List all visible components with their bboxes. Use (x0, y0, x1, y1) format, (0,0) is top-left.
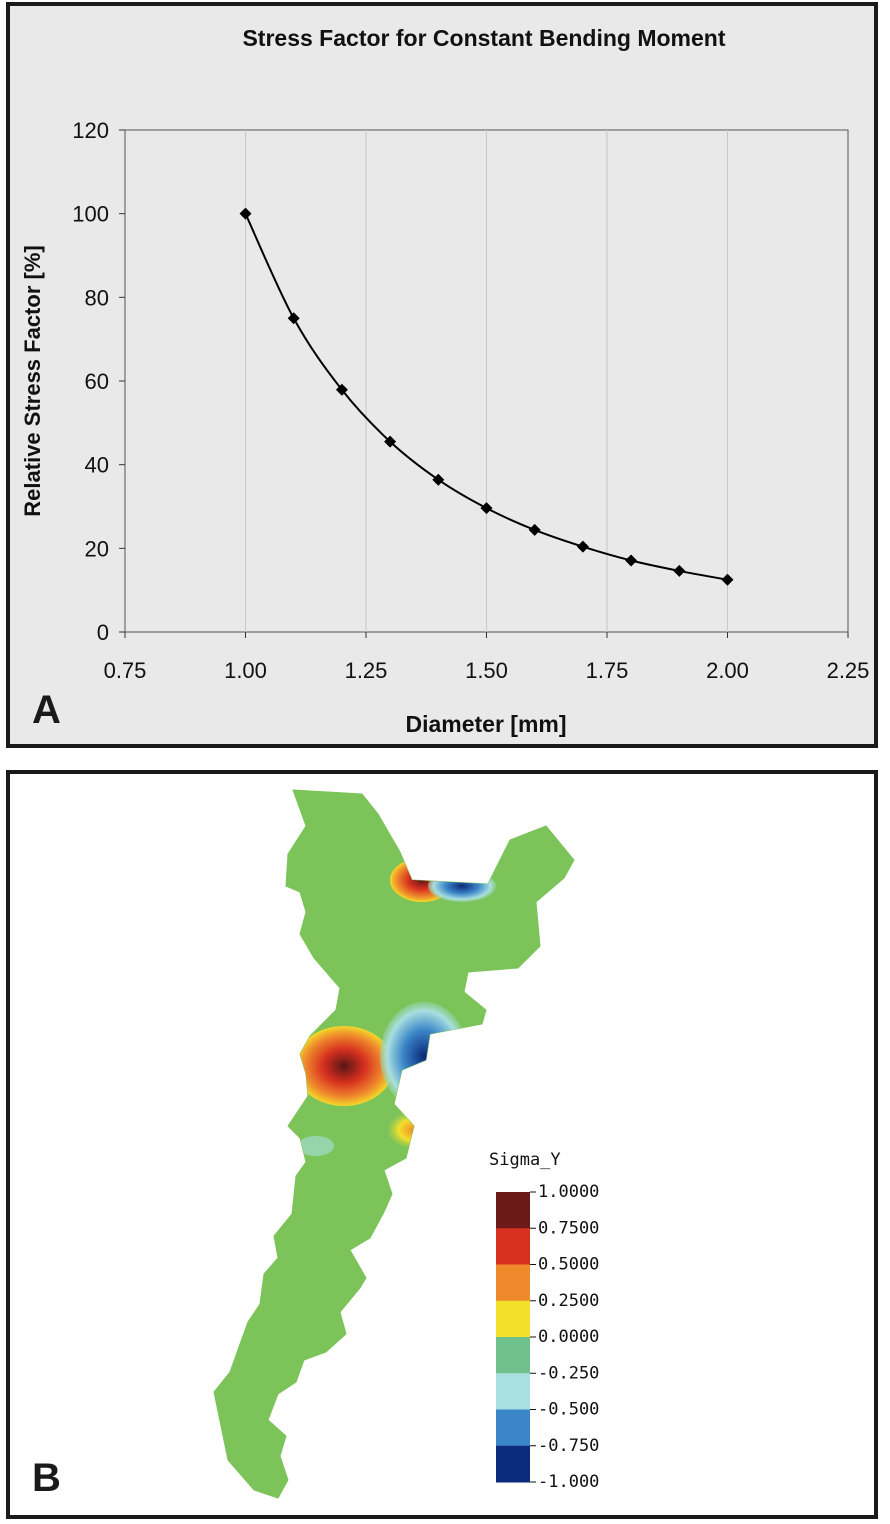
x-tick-label: 1.00 (224, 658, 267, 683)
data-point-marker (673, 564, 686, 577)
panel-b-label: B (32, 1456, 61, 1500)
legend-swatch (496, 1264, 530, 1302)
series-line (244, 213, 728, 581)
data-point-marker (335, 383, 348, 396)
legend-value-label: -0.250 (538, 1363, 599, 1383)
x-axis-label: Diameter [mm] (405, 711, 566, 737)
legend-value-label: 0.5000 (538, 1255, 599, 1275)
data-point-marker (576, 540, 589, 553)
grid-layer (245, 130, 728, 632)
panel-a-label: A (32, 688, 61, 732)
chart-title: Stress Factor for Constant Bending Momen… (242, 25, 725, 51)
legend-color-bar (496, 1192, 530, 1483)
y-tick-label: 80 (85, 285, 109, 310)
legend-value-label: -0.750 (538, 1436, 599, 1456)
legend-swatch (496, 1373, 530, 1410)
legend-swatch (496, 1337, 530, 1374)
x-tick-label: 0.75 (104, 658, 147, 683)
legend-swatch (496, 1300, 530, 1338)
y-tick-label: 60 (85, 369, 109, 394)
marker-layer (239, 207, 734, 586)
legend-value-label: -1.000 (538, 1472, 599, 1492)
legend-value-label: 1.0000 (538, 1182, 599, 1202)
legend-value-label: 0.0000 (538, 1327, 599, 1347)
y-tick-label: 20 (85, 536, 109, 561)
data-point-marker (384, 435, 397, 448)
legend-value-label: 0.7500 (538, 1218, 599, 1238)
stress-contour-illustration: 1.0000 0.7500 0.5000 0.2500 0.0000 -0.250 -0.5… (213, 789, 599, 1499)
data-point-marker (528, 523, 541, 536)
x-tick-label: 1.50 (465, 658, 508, 683)
data-point-marker (239, 207, 252, 220)
legend-value-label: -0.500 (538, 1400, 599, 1420)
data-point-marker (480, 502, 493, 515)
y-tick-label: 0 (97, 620, 109, 645)
x-tick-label: 2.25 (827, 658, 870, 683)
legend-ticks: 1.0000 0.7500 0.5000 0.2500 0.0000 -0.250 -0.5… (530, 1182, 599, 1492)
panel-b: 1.0000 0.7500 0.5000 0.2500 0.0000 -0.250 -0.5… (6, 770, 878, 1519)
y-tick-label: 100 (72, 202, 109, 227)
legend-title: Sigma_Y (489, 1150, 561, 1170)
y-axis-label: Relative Stress Factor [%] (20, 245, 45, 516)
data-point-marker (625, 554, 638, 567)
data-point-marker (432, 473, 445, 486)
legend-swatch (496, 1409, 530, 1447)
y-tick-label: 120 (72, 118, 109, 143)
x-tick-label: 1.25 (345, 658, 388, 683)
data-point-marker (721, 573, 734, 586)
y-tick-label: 40 (85, 453, 109, 478)
legend-swatch (496, 1228, 530, 1265)
axis-layer: 0.75 1.00 1.25 1.50 1.75 2.00 2.25 0 20 40 60 80 100… (72, 118, 869, 683)
legend-value-label: 0.2500 (538, 1291, 599, 1311)
legend-swatch (496, 1192, 530, 1229)
x-tick-label: 2.00 (706, 658, 749, 683)
data-point-marker (287, 312, 300, 325)
legend-swatch (496, 1445, 530, 1483)
panel-a: Stress Factor for Constant Bending Momen… (6, 2, 878, 748)
x-tick-label: 1.75 (586, 658, 629, 683)
stress-factor-chart: Stress Factor for Constant Bending Momen… (20, 25, 869, 737)
